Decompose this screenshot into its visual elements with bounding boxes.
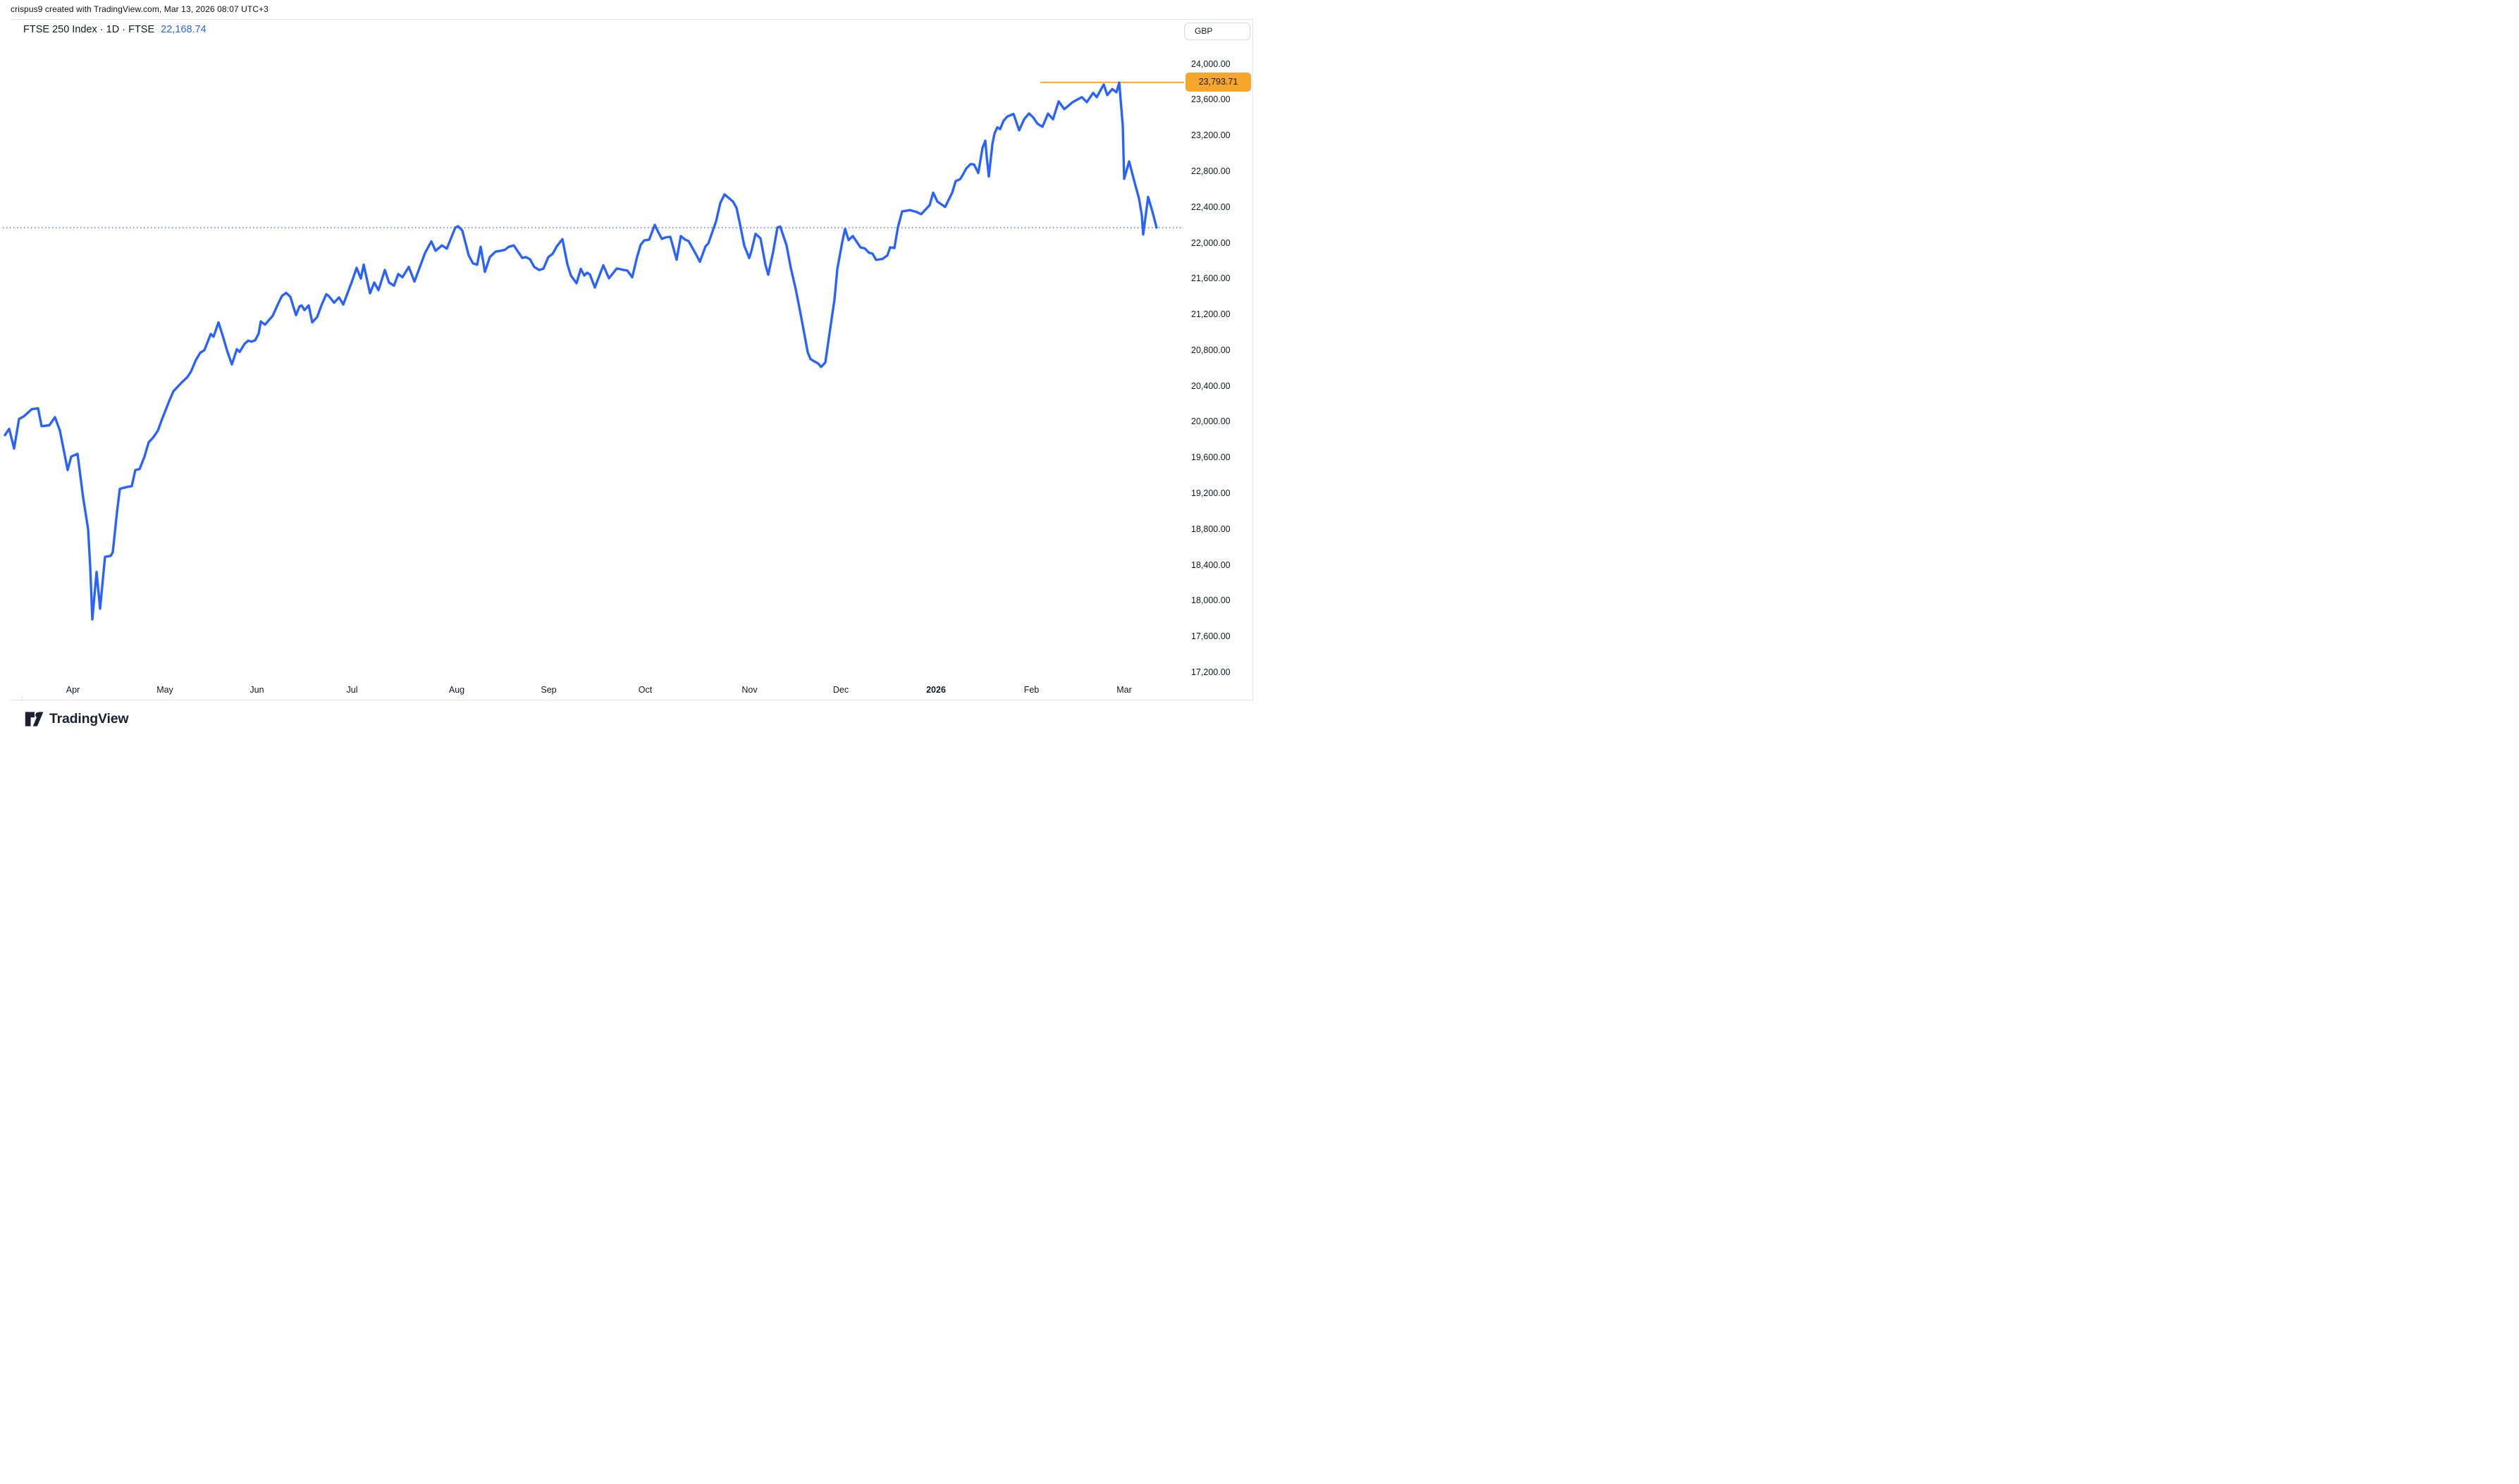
price-tick-label: 20,800.00 (1191, 345, 1231, 355)
price-line-series (4, 81, 1158, 621)
price-tick-label: 18,400.00 (1191, 559, 1231, 570)
price-tick-label: 22,400.00 (1191, 202, 1231, 212)
price-tick-label: 17,200.00 (1191, 667, 1231, 677)
price-tick-label: 17,600.00 (1191, 631, 1231, 642)
price-tick-label: 21,200.00 (1191, 309, 1231, 320)
chart-frame-top-border (11, 19, 1253, 20)
time-tick-label: Sep (541, 685, 557, 695)
time-tick-label: Oct (638, 685, 653, 695)
price-tick-label: 20,400.00 (1191, 381, 1231, 391)
tradingview-snapshot: crispus9 created with TradingView.com, M… (0, 0, 1260, 742)
time-tick-label: Nov (741, 685, 758, 695)
time-tick-label: Aug (448, 685, 465, 695)
price-tick-label: 18,800.00 (1191, 524, 1231, 534)
chart-legend[interactable]: FTSE 250 Index · 1D · FTSE 22,168.74 (23, 24, 207, 35)
time-tick-label: Jun (250, 685, 264, 695)
marked-price-label: 23,793.71 (1185, 73, 1251, 92)
currency-button[interactable]: GBP (1184, 23, 1250, 40)
time-tick-label: Dec (832, 685, 849, 695)
time-tick-label: Mar (1116, 685, 1132, 695)
time-tick-label: Feb (1023, 685, 1040, 695)
price-tick-label: 22,000.00 (1191, 237, 1231, 248)
chart-frame-right-border (1252, 19, 1253, 700)
time-axis-left-tick (22, 696, 23, 700)
price-chart-plot[interactable] (0, 0, 1260, 742)
time-tick-label: May (156, 685, 173, 695)
price-tick-label: 22,800.00 (1191, 166, 1231, 176)
price-tick-label: 19,600.00 (1191, 452, 1231, 463)
time-tick-label: 2026 (926, 685, 946, 695)
last-price-value: 22,168.74 (161, 24, 207, 35)
attribution-text: crispus9 created with TradingView.com, M… (11, 4, 269, 14)
symbol-title[interactable]: FTSE 250 Index · 1D · FTSE (23, 24, 155, 35)
price-tick-label: 24,000.00 (1191, 58, 1231, 69)
tradingview-logo[interactable]: TradingView (25, 711, 129, 727)
price-tick-label: 20,000.00 (1191, 416, 1231, 427)
price-tick-label: 21,600.00 (1191, 273, 1231, 284)
time-tick-label: Jul (346, 685, 358, 695)
price-tick-label: 19,200.00 (1191, 488, 1231, 499)
tradingview-logo-text: TradingView (49, 711, 129, 726)
time-tick-label: Apr (66, 685, 80, 695)
tradingview-logo-icon (25, 712, 44, 726)
price-tick-label: 23,600.00 (1191, 94, 1231, 105)
price-tick-label: 23,200.00 (1191, 130, 1231, 141)
price-tick-label: 18,000.00 (1191, 595, 1231, 606)
